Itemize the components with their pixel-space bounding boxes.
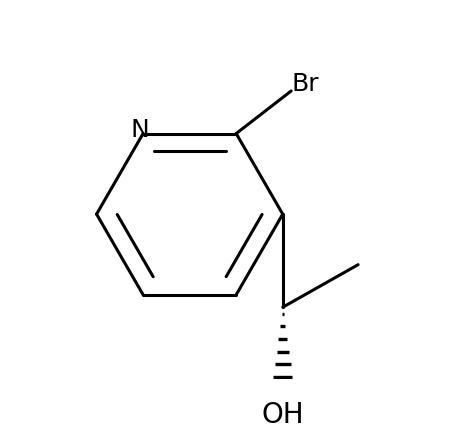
Text: N: N: [130, 118, 149, 142]
Text: OH: OH: [261, 401, 304, 426]
Text: Br: Br: [291, 72, 318, 96]
